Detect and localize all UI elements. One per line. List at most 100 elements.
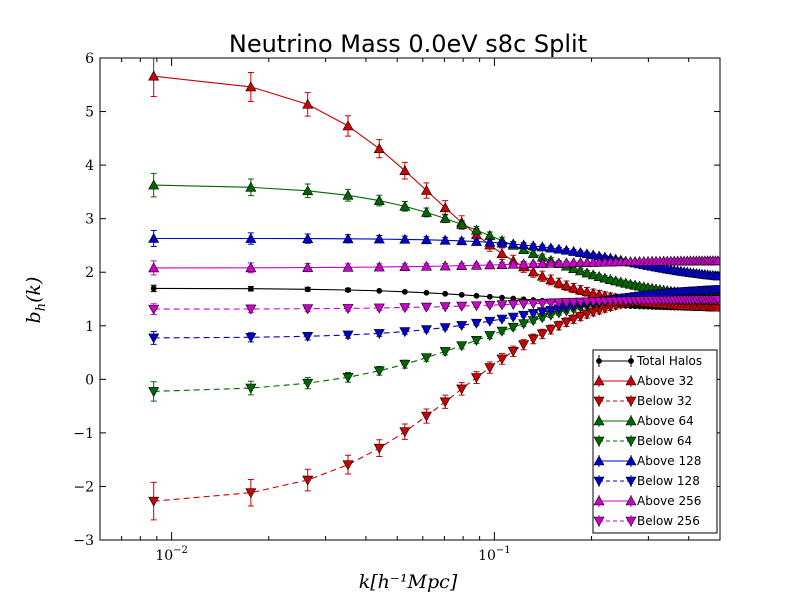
data-point (342, 120, 354, 131)
data-point (484, 316, 496, 327)
data-point (568, 263, 580, 274)
data-point (560, 298, 572, 309)
legend-entry: Above 256 (593, 494, 701, 508)
data-point (536, 270, 548, 281)
data-point (439, 212, 451, 223)
data-point (527, 258, 539, 269)
data-point (574, 265, 586, 276)
data-point (302, 98, 314, 109)
data-point (245, 262, 257, 273)
data-point (712, 285, 720, 296)
data-point (470, 224, 482, 235)
data-point (439, 323, 451, 334)
data-point (553, 257, 565, 268)
data-point (568, 297, 580, 308)
data-point (399, 165, 411, 175)
data-point (148, 232, 160, 243)
legend-marker (593, 375, 605, 386)
data-point (574, 297, 586, 308)
series-line (153, 237, 719, 277)
series-above-32 (148, 58, 720, 312)
data-point (536, 241, 548, 252)
data-point (373, 194, 385, 205)
svg-text:bh(k): bh(k) (23, 277, 49, 324)
data-point (245, 488, 257, 499)
legend-marker (593, 476, 605, 487)
data-point (148, 333, 160, 344)
data-point (496, 300, 508, 311)
data-point (507, 258, 519, 269)
data-point (527, 240, 539, 251)
chart-title: Neutrino Mass 0.0eV s8c Split (229, 30, 587, 58)
data-point (553, 298, 565, 309)
data-point (342, 460, 354, 471)
data-point (420, 325, 432, 336)
data-point (245, 332, 257, 343)
data-point (518, 319, 530, 330)
data-point (496, 354, 508, 365)
plot-area (148, 58, 720, 521)
data-point (587, 269, 599, 280)
legend-marker (596, 358, 602, 364)
data-point (302, 261, 314, 272)
data-point (507, 346, 519, 357)
series-above-64 (148, 172, 720, 301)
legend-marker (625, 375, 637, 386)
data-point (148, 304, 160, 315)
data-point (484, 300, 496, 311)
data-point (345, 287, 351, 293)
legend-entry: Total Halos (596, 354, 702, 368)
data-point (439, 302, 451, 313)
data-point (456, 301, 468, 312)
series-above-128 (148, 229, 720, 281)
data-point (518, 239, 530, 250)
data-point (484, 236, 496, 247)
legend-label: Below 64 (637, 434, 692, 448)
data-point (568, 245, 580, 256)
legend-marker (625, 516, 637, 527)
data-point (302, 331, 314, 342)
data-point (712, 295, 720, 306)
data-point (496, 237, 508, 248)
legend-entry: Below 64 (593, 434, 692, 448)
data-point (342, 189, 354, 200)
legend-label: Above 128 (637, 454, 701, 468)
data-point (399, 427, 411, 438)
data-point (545, 242, 557, 253)
data-point (399, 359, 411, 370)
data-point (527, 309, 539, 320)
data-point (420, 411, 432, 422)
data-point (581, 267, 593, 278)
data-point (527, 247, 539, 258)
data-point (486, 293, 493, 300)
data-point (545, 325, 557, 336)
legend-marker (593, 455, 605, 466)
data-point (399, 233, 411, 244)
data-point (553, 243, 565, 254)
data-point (373, 303, 385, 314)
data-point (527, 266, 539, 277)
data-point (560, 280, 572, 291)
data-point (470, 373, 482, 384)
data-point (439, 260, 451, 271)
data-point (507, 322, 519, 333)
data-point (507, 312, 519, 323)
data-point (456, 260, 468, 270)
plot-frame (99, 57, 721, 541)
data-point (245, 304, 257, 315)
series-above-256 (148, 255, 720, 276)
y-tick-label: 4 (85, 158, 94, 174)
data-point (373, 261, 385, 272)
data-point (420, 260, 432, 271)
data-point (496, 314, 508, 325)
data-point (304, 286, 311, 293)
data-point (507, 238, 519, 249)
data-point (302, 185, 314, 196)
data-point (456, 384, 468, 395)
data-point (342, 261, 354, 272)
data-point (399, 261, 411, 272)
data-point (342, 304, 354, 314)
axes: −3 −2 −1 0 1 2 3 4 5 6 10−2 10−1 (73, 51, 721, 564)
data-point (420, 184, 432, 195)
x-tick-label: 10−1 (478, 545, 511, 564)
